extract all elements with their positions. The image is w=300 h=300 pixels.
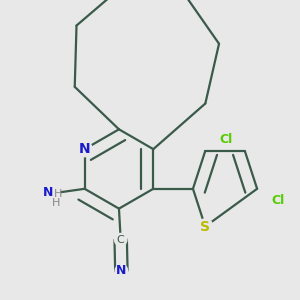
Text: H: H (53, 189, 62, 199)
Circle shape (77, 142, 92, 157)
Text: C: C (117, 235, 124, 245)
Text: Cl: Cl (271, 194, 284, 207)
Circle shape (198, 219, 213, 234)
Text: Cl: Cl (219, 133, 232, 146)
Circle shape (40, 185, 61, 206)
Circle shape (115, 265, 128, 277)
Text: N: N (116, 264, 127, 277)
Text: S: S (200, 220, 210, 233)
Text: N: N (43, 186, 54, 199)
Text: H: H (52, 198, 61, 208)
Circle shape (115, 233, 127, 246)
Text: N: N (79, 142, 90, 156)
